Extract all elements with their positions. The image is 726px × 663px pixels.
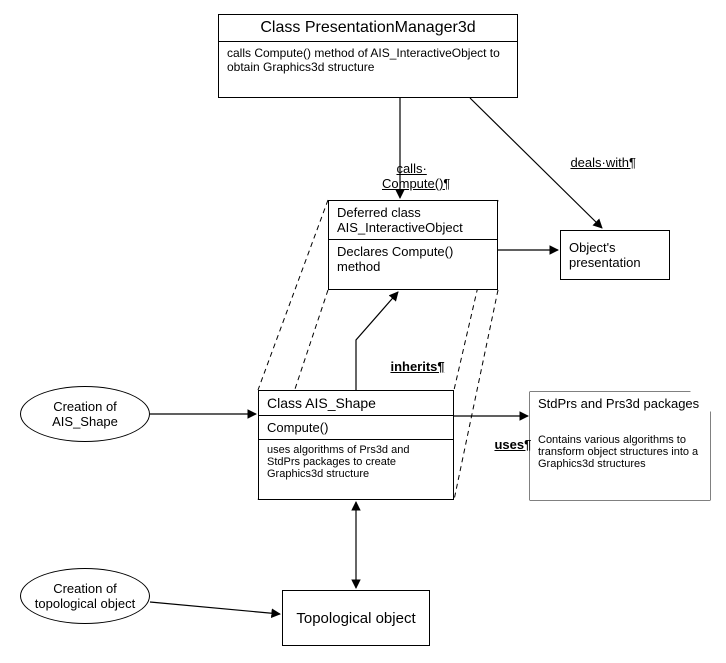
label-calls-compute-text: calls· Compute()¶ <box>382 161 450 191</box>
dashed-tl <box>258 200 328 390</box>
deferred-title: Deferred class AIS_InteractiveObject <box>329 201 497 240</box>
node-packages-note: StdPrs and Prs3d packages Contains vario… <box>530 392 710 500</box>
connections-layer <box>0 0 726 663</box>
create-topo-body: Creation of topological object <box>25 581 145 611</box>
deferred-body: Declares Compute() method <box>329 240 497 278</box>
edge-create-topo <box>150 602 280 614</box>
packages-title: StdPrs and Prs3d packages <box>530 392 710 428</box>
label-calls-compute: calls· Compute()¶ <box>382 146 450 206</box>
objpres-body: Object's presentation <box>561 236 669 274</box>
label-deals-with: deals·with¶ <box>556 140 636 185</box>
diagram-stage: Class PresentationManager3d calls Comput… <box>0 0 726 663</box>
aisshape-body: uses algorithms of Prs3d and StdPrs pack… <box>259 440 453 484</box>
pm3d-title: Class PresentationManager3d <box>219 15 517 42</box>
label-uses-text: uses¶ <box>494 437 531 452</box>
aisshape-title: Class AIS_Shape <box>259 391 453 416</box>
node-create-topo: Creation of topological object <box>20 568 150 624</box>
aisshape-subtitle: Compute() <box>259 416 453 440</box>
label-deals-with-text: deals·with¶ <box>570 155 636 170</box>
node-topo-object: Topological object <box>282 590 430 646</box>
packages-body: Contains various algorithms to transform… <box>530 428 710 476</box>
label-inherits-text: inherits¶ <box>390 359 444 374</box>
node-ais-shape: Class AIS_Shape Compute() uses algorithm… <box>258 390 454 500</box>
node-object-presentation: Object's presentation <box>560 230 670 280</box>
pm3d-body: calls Compute() method of AIS_Interactiv… <box>219 42 517 78</box>
topo-body: Topological object <box>296 610 415 627</box>
node-create-ais: Creation of AIS_Shape <box>20 386 150 442</box>
create-ais-body: Creation of AIS_Shape <box>25 399 145 429</box>
node-deferred-class: Deferred class AIS_InteractiveObject Dec… <box>328 200 498 290</box>
label-inherits: inherits¶ <box>376 344 445 389</box>
label-uses: uses¶ <box>480 422 531 467</box>
node-presentation-manager: Class PresentationManager3d calls Comput… <box>218 14 518 98</box>
dashed-br <box>454 290 498 500</box>
